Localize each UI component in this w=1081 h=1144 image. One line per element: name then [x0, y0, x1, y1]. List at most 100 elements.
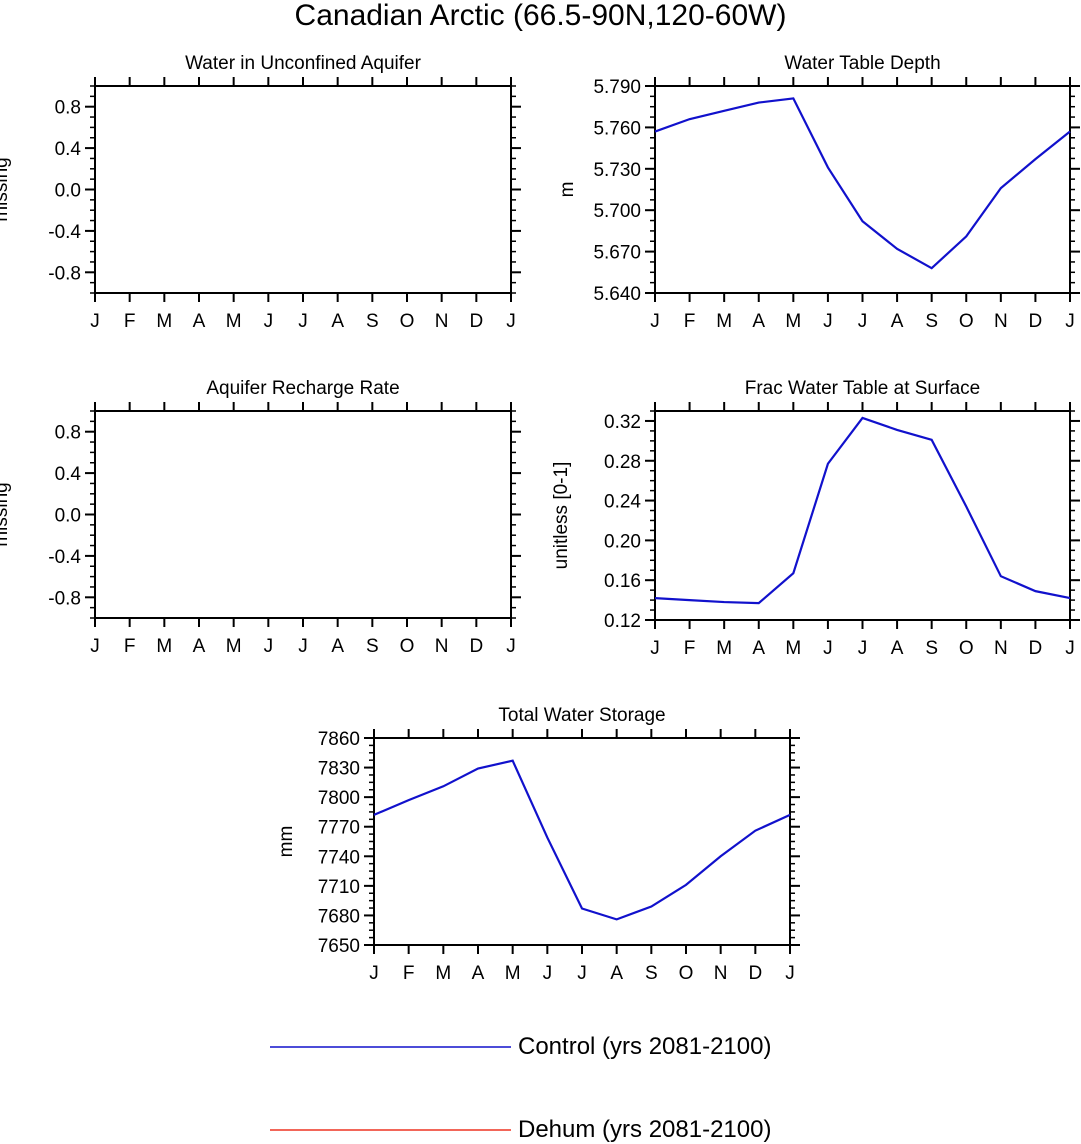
series-line-control	[654, 97, 1071, 270]
y-tick-label: 7770	[318, 818, 360, 839]
y-tick-label: 7740	[318, 847, 360, 868]
x-tick-label: D	[1029, 638, 1043, 659]
x-tick-label: A	[193, 636, 206, 657]
x-tick-label: J	[369, 963, 379, 984]
x-tick-label: O	[400, 636, 415, 657]
x-tick-label: N	[435, 636, 449, 657]
series-line-control	[654, 416, 1071, 605]
x-tick-label: M	[716, 311, 732, 332]
y-tick-label: 0.32	[604, 412, 641, 433]
y-axis-label: m	[557, 182, 578, 198]
x-tick-label: A	[891, 311, 904, 332]
x-tick-label: S	[645, 963, 658, 984]
x-tick-label: J	[823, 311, 833, 332]
x-tick-label: M	[505, 963, 521, 984]
x-tick-label: J	[90, 311, 100, 332]
x-tick-label: J	[577, 963, 587, 984]
x-tick-label: J	[650, 638, 660, 659]
panel-title: Aquifer Recharge Rate	[206, 378, 399, 399]
y-tick-label: 7680	[318, 906, 360, 927]
x-tick-label: S	[366, 636, 379, 657]
y-tick-label: -0.4	[48, 222, 81, 243]
y-tick-label: 0.4	[55, 464, 82, 485]
x-tick-label: J	[650, 311, 660, 332]
x-tick-label: N	[994, 311, 1008, 332]
y-axis-label: unitless [0-1]	[551, 462, 572, 570]
x-tick-label: A	[331, 311, 344, 332]
panel-title: Water Table Depth	[784, 53, 940, 74]
plot-frame	[94, 410, 512, 619]
x-tick-label: O	[959, 638, 974, 659]
y-tick-label: 0.28	[604, 452, 641, 473]
y-tick-label: 5.640	[593, 284, 641, 305]
y-tick-label: -0.8	[48, 263, 81, 284]
series-line-control	[373, 759, 791, 921]
x-tick-label: D	[469, 311, 483, 332]
x-tick-label: M	[785, 311, 801, 332]
x-tick-label: J	[823, 638, 833, 659]
x-tick-label: N	[714, 963, 728, 984]
x-tick-label: J	[506, 636, 516, 657]
y-tick-label: 5.730	[593, 160, 641, 181]
panel-title: Frac Water Table at Surface	[745, 378, 981, 399]
x-tick-label: A	[610, 963, 623, 984]
x-tick-label: J	[506, 311, 516, 332]
legend	[270, 1046, 511, 1131]
x-tick-label: J	[90, 636, 100, 657]
y-tick-label: 0.0	[55, 506, 81, 527]
y-tick-label: 7800	[318, 788, 360, 809]
figure-title: Canadian Arctic (66.5-90N,120-60W)	[294, 0, 787, 32]
y-tick-label: 5.700	[593, 201, 641, 222]
x-tick-label: F	[403, 963, 415, 984]
x-tick-label: S	[925, 311, 938, 332]
x-tick-label: A	[193, 311, 206, 332]
y-tick-label: 0.0	[55, 181, 81, 202]
y-tick-label: 5.790	[593, 77, 641, 98]
x-tick-label: M	[156, 636, 172, 657]
x-tick-label: J	[785, 963, 795, 984]
x-tick-label: J	[264, 311, 274, 332]
y-tick-label: 7860	[318, 729, 360, 750]
y-tick-label: 0.24	[604, 492, 641, 513]
x-tick-label: O	[959, 311, 974, 332]
y-tick-label: 0.4	[55, 139, 82, 160]
x-tick-label: J	[298, 636, 308, 657]
x-tick-label: N	[994, 638, 1008, 659]
y-tick-label: 0.12	[604, 611, 641, 632]
x-tick-label: O	[400, 311, 415, 332]
x-tick-label: M	[226, 311, 242, 332]
plot-frame	[94, 85, 512, 294]
x-tick-label: O	[679, 963, 694, 984]
y-axis-label: mm	[276, 826, 297, 858]
y-axis-label: missing	[0, 157, 12, 221]
y-tick-label: -0.8	[48, 588, 81, 609]
y-tick-label: 5.670	[593, 243, 641, 264]
x-tick-label: J	[543, 963, 553, 984]
x-tick-label: A	[472, 963, 485, 984]
y-tick-label: 5.760	[593, 118, 641, 139]
x-tick-label: A	[752, 638, 765, 659]
x-tick-label: M	[716, 638, 732, 659]
plot-frame	[373, 737, 791, 946]
x-tick-label: D	[469, 636, 483, 657]
x-tick-label: M	[156, 311, 172, 332]
legend-label-dehum: Dehum (yrs 2081-2100)	[518, 1116, 772, 1143]
x-tick-label: M	[435, 963, 451, 984]
y-tick-label: 0.8	[55, 98, 81, 119]
x-tick-label: J	[858, 311, 868, 332]
plot-frame	[654, 410, 1071, 621]
x-tick-label: N	[435, 311, 449, 332]
legend-label-control: Control (yrs 2081-2100)	[518, 1033, 772, 1060]
x-tick-label: J	[264, 636, 274, 657]
x-tick-label: J	[1065, 311, 1075, 332]
x-tick-label: F	[124, 636, 136, 657]
y-tick-label: 7830	[318, 759, 360, 780]
x-tick-label: S	[366, 311, 379, 332]
x-tick-label: F	[124, 311, 136, 332]
